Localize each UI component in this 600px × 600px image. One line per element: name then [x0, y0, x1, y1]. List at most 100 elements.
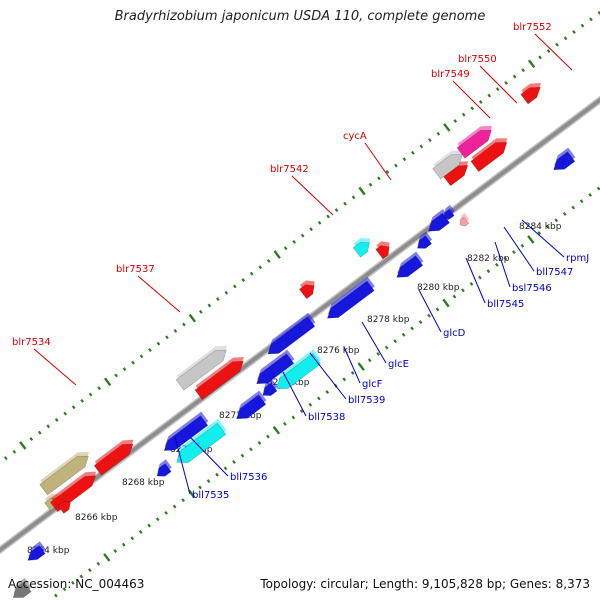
tick-mark [249, 447, 253, 452]
topology-label: Topology: circular; Length: 9,105,828 bp… [260, 577, 590, 591]
tick-mark [79, 574, 84, 579]
gene-arrow[interactable] [519, 78, 546, 105]
gene-label: glcD [443, 328, 466, 339]
tick-mark [453, 119, 458, 123]
tick-mark [317, 220, 322, 225]
forward-tick-track [4, 10, 600, 461]
tick-mark [156, 341, 161, 346]
gene-arrow-body [57, 501, 71, 514]
gene-arrow[interactable] [231, 390, 268, 424]
gene-label-leader [33, 348, 77, 386]
genes [8, 78, 577, 600]
gene-arrow[interactable] [391, 251, 425, 283]
gene-label: bll7538 [308, 412, 345, 423]
gene-label-leader [521, 219, 565, 258]
gene-arrow[interactable] [23, 541, 48, 564]
tick-mark [97, 386, 101, 391]
tick-mark [249, 271, 254, 276]
gene-label-leader [309, 352, 347, 400]
tick-mark [428, 138, 432, 143]
gene-arrow[interactable] [263, 312, 318, 359]
tick-mark [572, 30, 576, 34]
gene-arrow[interactable] [174, 341, 232, 391]
tick-mark [172, 504, 177, 509]
tick-mark [486, 269, 491, 274]
gene-label-leader [189, 436, 229, 477]
tick-mark [63, 411, 68, 416]
gene-label-leader [494, 241, 511, 288]
tick-mark [571, 205, 576, 210]
tick-mark [165, 335, 169, 340]
gene-arrow[interactable] [258, 378, 279, 400]
gene-arrow[interactable] [322, 276, 377, 323]
gene-arrow[interactable] [92, 435, 139, 476]
tick-mark [520, 243, 525, 248]
tick-mark [29, 437, 34, 441]
tick-mark [258, 265, 263, 270]
tick-mark [4, 456, 8, 461]
tick-mark [309, 227, 313, 232]
gene-arrow[interactable] [251, 349, 296, 389]
tick-mark [367, 358, 372, 363]
kbp-label: 8278 kbp [367, 315, 410, 325]
gene-arrow[interactable] [455, 121, 497, 159]
gene-label-leader [137, 275, 181, 313]
gene-arrow[interactable] [56, 494, 76, 514]
tick-mark [122, 367, 127, 372]
tick-mark [442, 298, 450, 308]
gene-arrow[interactable] [38, 447, 95, 496]
tick-mark [357, 362, 365, 371]
gene-arrow[interactable] [469, 133, 513, 173]
gene-label: blr7550 [458, 54, 497, 65]
gene-arrow[interactable] [374, 238, 395, 260]
tick-mark [555, 42, 559, 47]
tick-mark [273, 250, 281, 259]
gene-arrow[interactable] [193, 352, 249, 401]
gene-arrow-body [375, 245, 390, 260]
gene-arrow-body [417, 235, 433, 249]
gene-label-leader [291, 175, 334, 216]
tick-mark [131, 360, 135, 365]
tick-mark [580, 23, 585, 28]
gene-arrow-body [456, 129, 492, 159]
tick-mark [241, 278, 246, 282]
tick-mark [272, 425, 281, 435]
gene-arrow[interactable] [456, 212, 471, 228]
map-title: Bradyrhizobium japonicum USDA 110, compl… [114, 9, 486, 24]
gene-label-leader [361, 321, 387, 364]
gene-arrow-body [256, 353, 295, 385]
gene-arrow[interactable] [8, 577, 34, 600]
tick-mark [545, 224, 550, 229]
gene-arrow[interactable] [431, 145, 469, 180]
gene-label-leader [452, 80, 491, 119]
gene-arrow-body [396, 255, 424, 278]
gene-arrow[interactable] [171, 419, 228, 468]
gene-arrow[interactable] [413, 231, 434, 253]
kbp-label: 8266 kbp [75, 513, 118, 523]
gene-arrow[interactable] [152, 459, 173, 480]
gene-label: cycA [343, 131, 367, 142]
tick-mark [232, 460, 236, 464]
gene-label: bll7535 [192, 490, 229, 501]
gene-arrow[interactable] [298, 277, 321, 300]
tick-mark [181, 498, 185, 503]
gene-arrow-body [267, 316, 316, 355]
kbp-label: 8280 kbp [417, 283, 460, 293]
gene-arrow-body [93, 443, 134, 476]
tick-mark [470, 106, 475, 111]
tick-mark [503, 256, 508, 261]
tick-mark [46, 424, 51, 429]
tick-mark [597, 10, 600, 15]
tick-mark [37, 430, 42, 435]
tick-mark [138, 530, 143, 534]
gene-arrow[interactable] [440, 204, 457, 222]
tick-mark [588, 192, 592, 197]
tick-mark [215, 472, 219, 477]
gene-arrow[interactable] [548, 147, 577, 175]
gene-arrow[interactable] [351, 234, 375, 258]
gene-arrow-body [553, 151, 576, 171]
gene-arrow[interactable] [559, 157, 566, 165]
gene-arrow-body [163, 415, 209, 451]
